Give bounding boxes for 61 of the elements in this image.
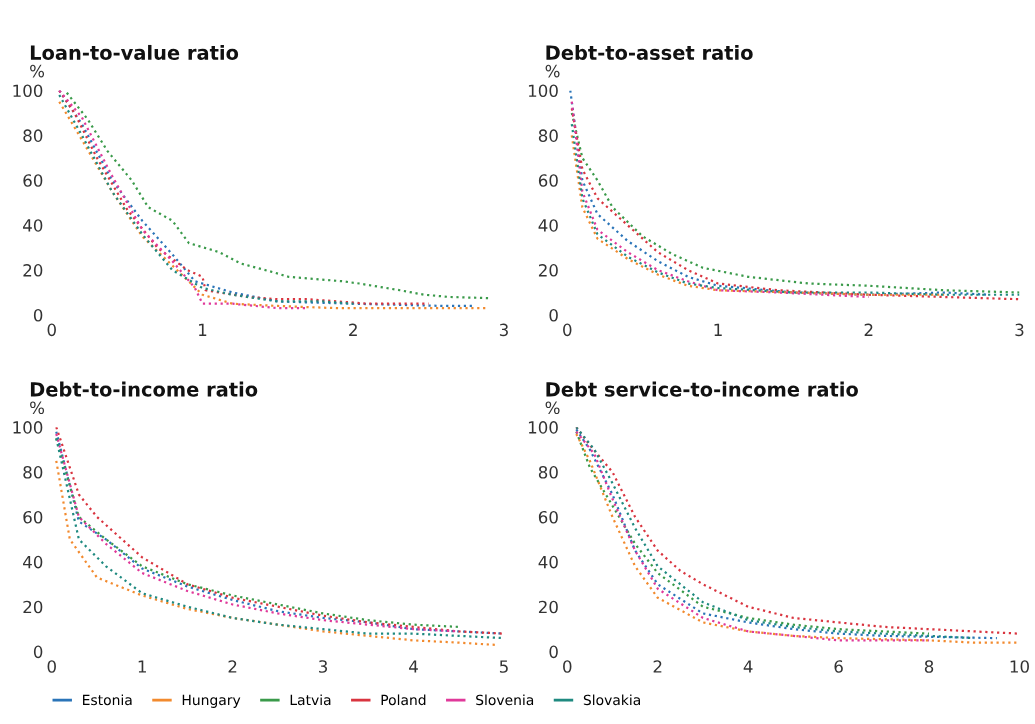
y-tick-label: 100 bbox=[528, 84, 558, 98]
y-tick-label: 20 bbox=[538, 600, 558, 614]
y-tick-label: 100 bbox=[13, 421, 43, 434]
chart-title: Debt-to-income ratio bbox=[30, 381, 258, 397]
y-tick-label: 40 bbox=[23, 555, 43, 569]
y-axis-title: % bbox=[30, 401, 45, 415]
x-tick-label: 5 bbox=[499, 660, 508, 673]
x-tick-label: 8 bbox=[924, 660, 934, 673]
x-tick-label: 0 bbox=[563, 323, 572, 337]
x-tick-label: 0 bbox=[47, 323, 56, 337]
x-tick-label: 3 bbox=[1015, 323, 1024, 337]
legend-label: Slovakia bbox=[583, 694, 640, 706]
x-tick-label: 0 bbox=[47, 660, 56, 673]
y-tick-label: 80 bbox=[23, 129, 43, 142]
legend-label: Slovenia bbox=[476, 694, 534, 706]
y-tick-label: 100 bbox=[13, 84, 43, 98]
x-tick-label: 10 bbox=[1010, 660, 1029, 673]
y-tick-label: 80 bbox=[538, 129, 558, 142]
y-tick-label: 0 bbox=[549, 308, 558, 322]
y-tick-label: 20 bbox=[538, 264, 558, 277]
x-tick-label: 2 bbox=[349, 323, 357, 336]
y-tick-label: 60 bbox=[538, 174, 558, 187]
y-tick-label: 60 bbox=[23, 174, 43, 187]
line-series bbox=[58, 93, 355, 305]
x-tick-label: 1 bbox=[199, 323, 207, 336]
y-tick-label: 40 bbox=[538, 555, 558, 569]
y-axis-title: % bbox=[30, 64, 45, 78]
y-tick-label: 100 bbox=[528, 421, 558, 434]
chart-title: Debt service-to-income ratio bbox=[546, 381, 858, 397]
chart-title: Loan-to-value ratio bbox=[30, 44, 239, 60]
y-tick-label: 60 bbox=[23, 510, 43, 524]
y-tick-label: 20 bbox=[23, 264, 43, 277]
x-tick-label: 2 bbox=[228, 660, 237, 673]
y-tick-label: 60 bbox=[538, 510, 558, 524]
y-axis-title: % bbox=[545, 64, 560, 78]
y-tick-label: 80 bbox=[538, 466, 558, 479]
x-tick-label: 4 bbox=[743, 660, 753, 673]
y-axis-title: % bbox=[545, 401, 560, 415]
line-series bbox=[570, 100, 870, 299]
y-tick-label: 0 bbox=[549, 645, 558, 659]
x-tick-label: 3 bbox=[319, 660, 328, 673]
y-tick-label: 40 bbox=[23, 219, 43, 232]
x-tick-label: 3 bbox=[499, 323, 508, 337]
y-tick-label: 40 bbox=[538, 219, 558, 232]
y-tick-label: 0 bbox=[33, 645, 43, 659]
x-tick-label: 1 bbox=[138, 660, 146, 673]
chart-title: Debt-to-asset ratio bbox=[546, 44, 753, 60]
legend-label: Poland bbox=[381, 694, 426, 706]
y-tick-label: 0 bbox=[33, 308, 43, 322]
legend-label: Estonia bbox=[83, 694, 132, 706]
legend-label: Latvia bbox=[290, 694, 331, 706]
y-tick-label: 80 bbox=[23, 466, 43, 479]
legend-label: Hungary bbox=[182, 694, 241, 708]
y-tick-label: 20 bbox=[23, 600, 43, 614]
x-tick-label: 1 bbox=[714, 323, 722, 336]
x-tick-label: 2 bbox=[864, 323, 873, 336]
x-tick-label: 4 bbox=[409, 660, 418, 673]
x-tick-label: 6 bbox=[834, 660, 843, 673]
x-tick-label: 2 bbox=[653, 660, 662, 673]
line-series bbox=[570, 134, 946, 296]
x-tick-label: 0 bbox=[563, 660, 572, 673]
